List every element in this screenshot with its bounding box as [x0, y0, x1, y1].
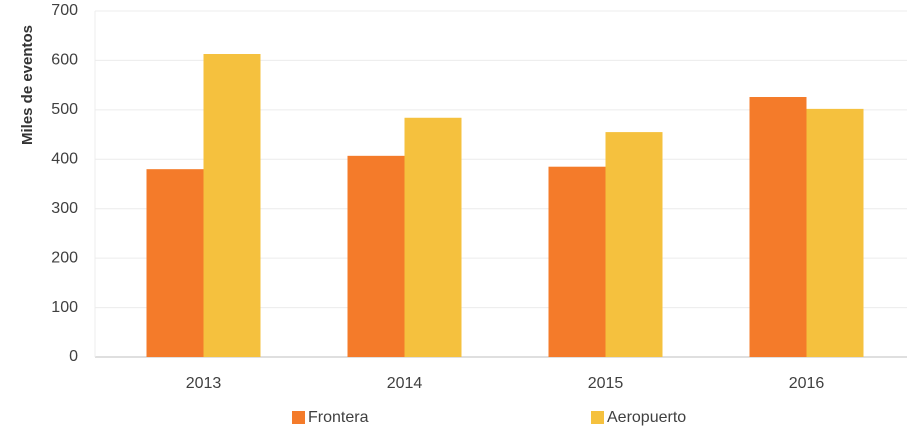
x-tick-label: 2015 [588, 375, 624, 392]
y-tick-label: 100 [51, 299, 78, 316]
bar [203, 54, 261, 357]
y-axis-label: Miles de eventos [19, 25, 36, 145]
bar [605, 132, 663, 357]
legend-label: Aeropuerto [607, 409, 686, 426]
bar [749, 97, 807, 358]
y-tick-label: 400 [51, 151, 78, 168]
x-tick-label: 2014 [387, 375, 423, 392]
legend-swatch [292, 411, 305, 424]
x-tick-label: 2013 [186, 375, 222, 392]
legend-swatch [591, 411, 604, 424]
bar [347, 155, 405, 357]
legend-label: Frontera [308, 409, 369, 426]
y-tick-label: 700 [51, 2, 78, 19]
y-tick-label: 0 [69, 348, 78, 365]
bar [404, 117, 462, 357]
y-tick-label: 300 [51, 200, 78, 217]
y-tick-label: 600 [51, 52, 78, 69]
y-tick-label: 500 [51, 101, 78, 118]
y-tick-label: 200 [51, 249, 78, 266]
bar [146, 169, 204, 357]
x-tick-label: 2016 [789, 375, 825, 392]
bar [806, 108, 864, 358]
bar [548, 166, 606, 357]
